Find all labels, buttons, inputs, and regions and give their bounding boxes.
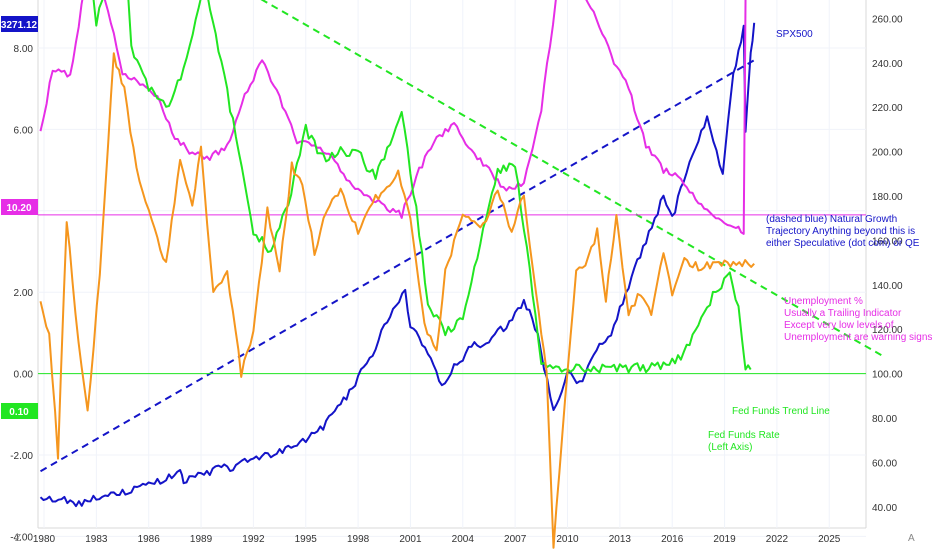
corner-label-left: Z: [15, 533, 21, 544]
x-tick-label: 1986: [138, 534, 161, 545]
annotations: SPX500 (dashed blue) Natural Growth Trajec…: [708, 29, 932, 453]
x-tick-label: 1998: [347, 534, 370, 545]
left-tick-label: 6.00: [14, 125, 34, 136]
x-tick-label: 1992: [242, 534, 265, 545]
annotation-2: (dashed blue) Natural Growth Trajectory A…: [766, 214, 920, 249]
grid: [37, 0, 867, 537]
series-line-2: [39, 0, 747, 235]
x-tick-label: 2025: [818, 534, 841, 545]
annotation-1: SPX500: [776, 29, 813, 40]
left-tick-label: -4.00: [10, 532, 33, 543]
series-line-1: [39, 22, 756, 508]
right-tick-label: 200.00: [872, 148, 903, 159]
x-tick-label: 2004: [452, 534, 475, 545]
x-tick-label: 2007: [504, 534, 527, 545]
annotation-5: Fed Funds Rate (Left Axis): [708, 430, 780, 453]
badge-bg-2: [1, 199, 38, 215]
right-tick-label: 100.00: [872, 370, 903, 381]
series: [39, 0, 756, 549]
right-axis: 40.00 60.00 80.00 100.00 120.00 140.00 160.00 1…: [872, 14, 903, 513]
corner-label-right: A: [908, 533, 915, 544]
series-line-3: [92, 0, 752, 374]
badge-bg-3: [1, 403, 38, 419]
right-tick-label: 60.00: [872, 458, 897, 469]
dashed-trend-line: [40, 59, 755, 473]
left-tick-label: 0.00: [14, 370, 34, 381]
dashed-trend-line: [260, 0, 886, 359]
right-tick-label: 80.00: [872, 414, 897, 425]
badge-label-1: 3271.12: [1, 20, 38, 31]
x-tick-label: 1980: [33, 534, 56, 545]
x-axis: 1980 1983 1986 1989 1992 1995 1998 2001 2004 2007…: [33, 534, 841, 545]
badge-label-3: 0.10: [9, 407, 29, 418]
annotation-4: Fed Funds Trend Line: [732, 406, 830, 417]
left-tick-label: 8.00: [14, 44, 34, 55]
badge-bg-1: [1, 16, 38, 32]
left-axis: -4.00-2.000.002.004.006.008.0010.0012.00…: [10, 44, 34, 543]
right-tick-label: 120.00: [872, 325, 903, 336]
x-tick-label: 1983: [85, 534, 108, 545]
right-tick-label: 160.00: [872, 236, 903, 247]
left-tick-label: 2.00: [14, 288, 34, 299]
right-tick-label: 220.00: [872, 103, 903, 114]
x-tick-label: 2022: [766, 534, 789, 545]
x-tick-label: 2016: [661, 534, 684, 545]
badge-label-2: 10.20: [6, 203, 31, 214]
right-tick-label: 40.00: [872, 503, 897, 514]
right-tick-label: 180.00: [872, 192, 903, 203]
annotation-3: Unemployment % Usually a Trailing Indicat…: [784, 296, 932, 343]
lines: [38, 0, 886, 473]
right-tick-label: 140.00: [872, 281, 903, 292]
x-tick-label: 2010: [556, 534, 579, 545]
right-tick-label: 240.00: [872, 59, 903, 70]
x-tick-label: 2019: [713, 534, 736, 545]
value-badges: 3271.12 10.20 0.10: [1, 16, 38, 419]
series-line-4: [39, 52, 755, 549]
x-tick-label: 1995: [295, 534, 318, 545]
x-tick-label: 1989: [190, 534, 213, 545]
right-tick-label: 260.00: [872, 14, 903, 25]
x-tick-label: 2001: [399, 534, 422, 545]
x-tick-label: 2013: [609, 534, 632, 545]
left-tick-label: -2.00: [10, 451, 33, 462]
